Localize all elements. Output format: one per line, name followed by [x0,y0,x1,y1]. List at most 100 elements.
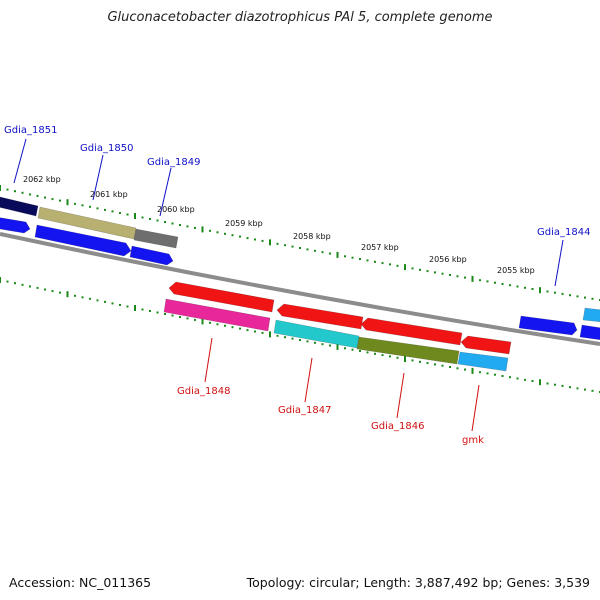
ruler-minor-tick [171,222,174,225]
ruler-minor-tick [186,225,189,228]
gene-feature-blue-gdia-1850[interactable] [34,224,132,257]
ruler-minor-tick [584,296,586,299]
gene-label-gdia-1844[interactable]: Gdia_1844 [537,227,590,238]
gene-feature-cyan-right[interactable] [582,307,600,323]
ruler-minor-tick [321,343,324,346]
ruler-minor-tick [51,198,54,201]
ruler-minor-tick [381,262,384,265]
ruler-minor-tick [89,297,91,300]
ruler-major-tick [269,331,271,338]
ruler-top [0,185,600,301]
ruler-minor-tick [569,294,571,297]
ruler-labels: 2062 kbp 2061 kbp 2060 kbp 2059 kbp 2058… [23,175,535,275]
ruler-minor-tick [29,285,31,288]
gene-feature-blue-left[interactable] [0,217,31,234]
ruler-minor-tick [494,373,496,376]
ruler-label: 2061 kbp [90,190,128,199]
ruler-bottom [0,277,600,393]
ruler-minor-tick [434,363,436,366]
gene-feature-magenta[interactable] [163,298,271,332]
gene-feature-blue-right[interactable] [579,324,600,341]
gene-feature-blue-gdia-1849[interactable] [129,245,174,266]
ruler-minor-tick [6,188,9,191]
ruler-minor-tick [501,375,504,377]
ruler-minor-tick [194,226,196,229]
ruler-minor-tick [299,339,301,341]
leader-gdia-1850 [92,154,104,201]
gene-feature-khaki[interactable] [37,206,137,240]
ruler-minor-tick [21,191,24,194]
gene-label-gmk[interactable]: gmk [462,435,484,446]
ruler-minor-tick [411,359,414,362]
ruler-minor-tick [96,207,99,210]
ruler-minor-tick [239,235,241,238]
ruler-minor-tick [479,371,481,374]
ruler-label: 2062 kbp [23,175,61,184]
ruler-minor-tick [366,351,369,354]
ruler-minor-tick [576,295,579,298]
ruler-minor-tick [21,283,24,286]
ruler-minor-tick [6,280,9,283]
ruler-minor-tick [156,311,159,314]
ruler-minor-tick [426,270,429,273]
ruler-minor-tick [456,367,459,370]
ruler-minor-tick [486,372,489,375]
ruler-minor-tick [209,229,211,232]
ruler-minor-tick [81,204,84,207]
ruler-major-tick [336,251,339,258]
ruler-minor-tick [396,264,399,267]
leader-gdia-1844 [554,239,564,287]
ruler-minor-tick [546,290,549,293]
leader-gmk [471,384,480,432]
ruler-minor-tick [494,281,496,284]
gene-feature-lightblue[interactable] [457,351,509,372]
gene-feature-red-gdia-1848[interactable] [168,281,275,313]
gene-label-gdia-1851[interactable]: Gdia_1851 [4,125,57,136]
ruler-minor-tick [36,194,39,197]
ruler-minor-tick [561,292,564,295]
ruler-minor-tick [351,256,354,259]
ruler-minor-tick [119,212,121,214]
gene-label-gdia-1848[interactable]: Gdia_1848 [177,386,230,397]
ruler-minor-tick [224,324,226,327]
ruler-minor-tick [561,384,564,387]
gene-label-gdia-1850[interactable]: Gdia_1850 [80,143,133,154]
ruler-minor-tick [464,368,466,371]
leader-gdia-1851 [13,138,27,184]
gene-feature-dark-left[interactable] [0,196,39,217]
gene-feature-red-gdia-1847[interactable] [276,303,364,330]
ruler-major-tick [0,185,1,191]
gene-feature-blue-gdia-1844[interactable] [518,315,578,336]
ruler-minor-tick [419,268,421,271]
ruler-major-tick [134,305,136,311]
ruler-label: 2056 kbp [429,255,467,264]
gene-feature-red-gdia-1846[interactable] [360,317,463,346]
ruler-major-tick [134,213,136,219]
ruler-major-tick [539,287,541,294]
ruler-minor-tick [359,350,361,352]
ruler-major-tick [269,239,271,246]
ruler-minor-tick [36,286,39,289]
ruler-minor-tick [449,366,451,368]
gene-feature-gray[interactable] [133,228,179,249]
ruler-minor-tick [389,263,391,266]
gene-label-gdia-1847[interactable]: Gdia_1847 [278,405,331,416]
ruler-minor-tick [74,202,76,205]
ruler-minor-tick [449,274,451,276]
ruler-minor-tick [591,389,594,392]
gene-feature-cyan[interactable] [273,319,360,349]
ruler-minor-tick [531,380,534,382]
ruler-minor-tick [569,386,571,389]
ruler-minor-tick [276,334,279,337]
gene-label-gdia-1846[interactable]: Gdia_1846 [371,421,424,432]
ruler-minor-tick [584,388,586,391]
reverse-strand [163,281,512,372]
gene-label-gdia-1849[interactable]: Gdia_1849 [147,157,200,168]
ruler-minor-tick [111,210,114,213]
gene-feature-olive[interactable] [356,336,460,365]
ruler-minor-tick [426,362,429,365]
ruler-major-tick [201,318,204,325]
gene-feature-red-gmk[interactable] [460,335,512,355]
ruler-minor-tick [246,237,249,240]
